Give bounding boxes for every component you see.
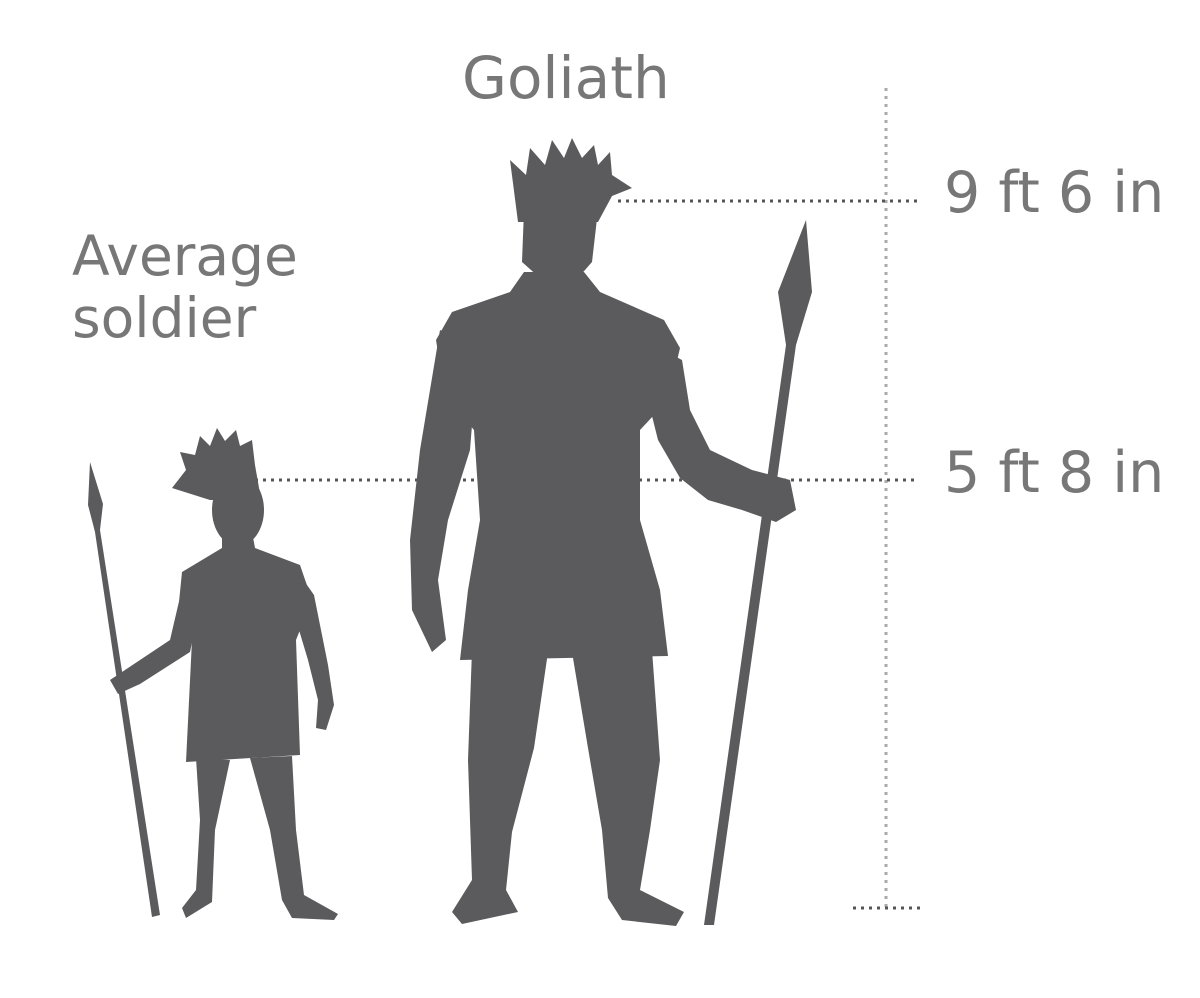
goliath-crest [510, 138, 632, 222]
goliath-silhouette [410, 138, 812, 926]
goliath-height-label: 9 ft 6 in [944, 160, 1165, 226]
soldier-height-label: 5 ft 8 in [944, 440, 1165, 506]
goliath-label: Goliath [462, 44, 670, 112]
goliath-body [436, 272, 680, 660]
soldier-label: Average soldier [72, 224, 298, 350]
soldier-silhouette [88, 428, 338, 920]
soldier-body [178, 532, 312, 762]
goliath-right-arm [644, 340, 796, 522]
goliath-head [522, 210, 598, 278]
goliath-legs [452, 650, 684, 926]
measurement-guides [255, 88, 920, 910]
goliath-spear [704, 220, 812, 925]
soldier-left-arm [110, 580, 202, 694]
soldier-right-arm [296, 575, 334, 730]
soldier-head [212, 474, 264, 546]
goliath-left-arm [410, 330, 478, 652]
soldier-legs [182, 756, 338, 920]
